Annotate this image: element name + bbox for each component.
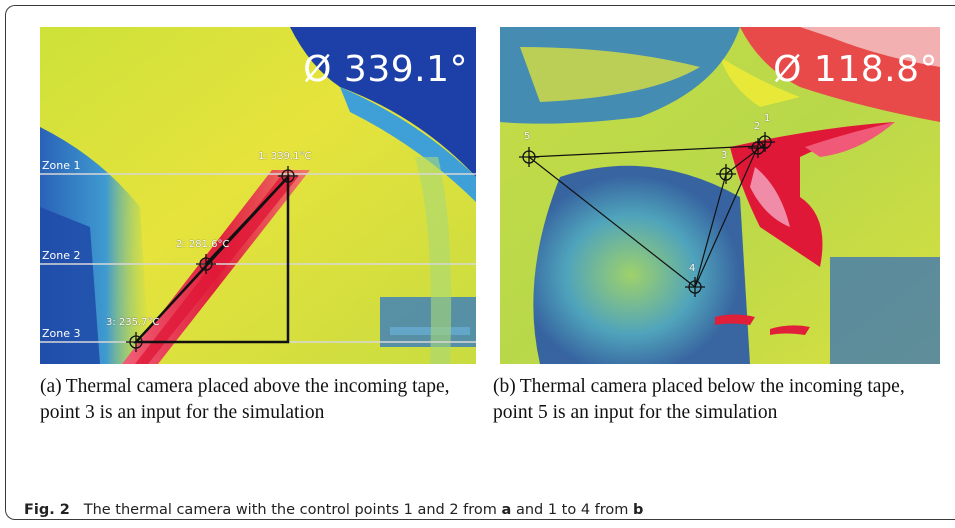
point-label-a-3: 3: 235.7°C xyxy=(106,317,160,328)
figure-caption-text-1: The thermal camera with the control poin… xyxy=(83,502,497,518)
thermal-image-a-graphic xyxy=(40,27,476,364)
subcaption-a: (a) Thermal camera placed above the incom… xyxy=(40,374,490,426)
figure-caption: Fig. 2 The thermal camera with the contr… xyxy=(24,502,643,518)
figure-frame xyxy=(5,5,955,520)
figure-caption-text-2: and 1 to 4 from xyxy=(515,502,629,518)
subcaption-b: (b) Thermal camera placed below the incom… xyxy=(493,374,948,426)
figure-label: Fig. 2 xyxy=(24,502,70,518)
point-label-b-2: 2 xyxy=(754,121,761,132)
point-label-b-4: 4 xyxy=(689,263,696,274)
point-label-b-5: 5 xyxy=(524,131,531,142)
zone-label-2: Zone 2 xyxy=(42,249,81,262)
thermal-image-a: Ø 339.1° Zone 1 Zone 2 Zone 3 1: 339.1°C… xyxy=(40,27,476,364)
subcaption-b-text: Thermal camera placed below the incoming… xyxy=(493,376,905,423)
point-label-b-1: 1 xyxy=(764,113,771,124)
figure-ref-a: a xyxy=(501,502,512,518)
point-label-a-2: 2: 281.6°C xyxy=(176,239,230,250)
subcaption-a-text: Thermal camera placed above the incoming… xyxy=(40,376,450,423)
average-temperature-b: Ø 118.8° xyxy=(773,49,938,90)
subcaption-a-tag: (a) xyxy=(40,376,62,397)
point-label-b-3: 3 xyxy=(721,150,728,161)
average-temperature-a: Ø 339.1° xyxy=(303,49,468,90)
zone-label-3: Zone 3 xyxy=(42,327,81,340)
point-label-a-1: 1: 339.1°C xyxy=(258,151,312,162)
subcaption-b-tag: (b) xyxy=(493,376,516,397)
thermal-image-b: Ø 118.8° 1 2 3 4 5 xyxy=(500,27,940,364)
thermal-image-b-graphic xyxy=(500,27,940,364)
zone-label-1: Zone 1 xyxy=(42,159,81,172)
figure-ref-b: b xyxy=(633,502,644,518)
